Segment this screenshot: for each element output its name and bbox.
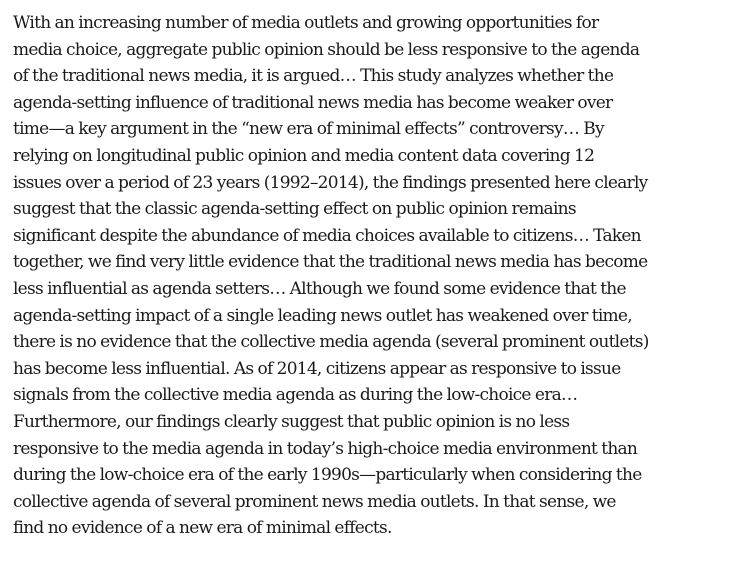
- text-line: signals from the collective media agenda…: [13, 385, 578, 406]
- text-line: during the low-choice era of the early 1…: [13, 465, 642, 486]
- text-line: there is no evidence that the collective…: [13, 332, 649, 353]
- text-line: agenda-setting influence of traditional …: [13, 92, 613, 113]
- text-line: agenda-setting impact of a single leadin…: [13, 305, 633, 326]
- text-line: suggest that the classic agenda-setting …: [13, 199, 577, 220]
- text-line: time—a key argument in the “new era of m…: [13, 119, 605, 140]
- quoted-passage: With an increasing number of media outle…: [13, 10, 743, 542]
- text-line: find no evidence of a new era of minimal…: [13, 518, 392, 539]
- text-line: together, we find very little evidence t…: [13, 252, 648, 273]
- text-line: has become less influential. As of 2014,…: [13, 358, 621, 379]
- text-line: less influential as agenda setters… Alth…: [13, 278, 627, 299]
- text-line: relying on longitudinal public opinion a…: [13, 145, 595, 166]
- text-line: collective agenda of several prominent n…: [13, 491, 616, 512]
- text-line: issues over a period of 23 years (1992–2…: [13, 172, 648, 193]
- text-line: significant despite the abundance of med…: [13, 225, 642, 246]
- text-line: of the traditional news media, it is arg…: [13, 66, 614, 87]
- text-line: Furthermore, our findings clearly sugges…: [13, 411, 570, 432]
- text-line: media choice, aggregate public opinion s…: [13, 39, 640, 60]
- text-line: With an increasing number of media outle…: [13, 13, 599, 33]
- text-line: responsive to the media agenda in today’…: [13, 438, 638, 459]
